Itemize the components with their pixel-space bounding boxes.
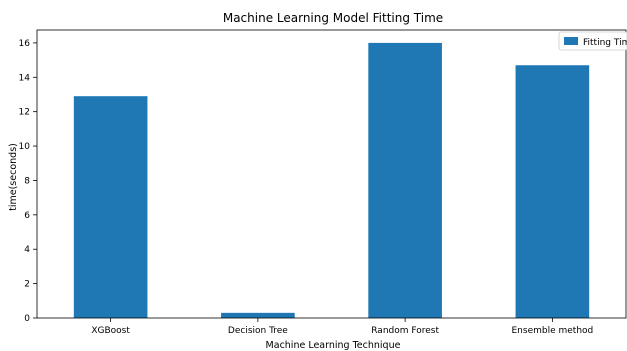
y-axis-label: time(seconds)	[8, 143, 19, 211]
y-tick-label: 10	[19, 142, 31, 152]
x-tick-label: Decision Tree	[228, 326, 288, 336]
x-tick-label: Ensemble method	[511, 326, 593, 336]
plot-frame	[36, 29, 627, 319]
x-tick-label: Random Forest	[371, 326, 439, 336]
x-axis-label: Machine Learning Technique	[266, 340, 401, 351]
legend-label: Fitting Time	[583, 38, 627, 48]
x-tick-label: XGBoost	[91, 326, 130, 336]
y-tick-label: 2	[24, 280, 30, 290]
legend: Fitting Time	[558, 31, 627, 51]
y-tick-label: 8	[24, 176, 30, 186]
y-tick-label: 6	[24, 211, 30, 221]
legend-box	[558, 31, 627, 51]
y-tick-label: 4	[24, 245, 30, 255]
y-tick-label: 14	[19, 73, 31, 83]
chart-title: Machine Learning Model Fitting Time	[223, 11, 443, 25]
legend-swatch	[564, 37, 578, 45]
y-axis: 0 2 4 6 8 10 12 14 16	[19, 39, 37, 324]
x-axis: XGBoost Decision Tree Random Forest Ensembl…	[91, 318, 593, 336]
y-tick-label: 16	[19, 39, 31, 49]
bar-ensemble-method	[515, 65, 590, 318]
y-tick-label: 12	[19, 108, 30, 118]
bar-decision-tree	[221, 312, 295, 318]
bars-group	[73, 42, 590, 319]
bar-xgboost	[73, 96, 148, 318]
bar-random-forest	[368, 42, 442, 319]
y-tick-label: 0	[24, 314, 30, 324]
